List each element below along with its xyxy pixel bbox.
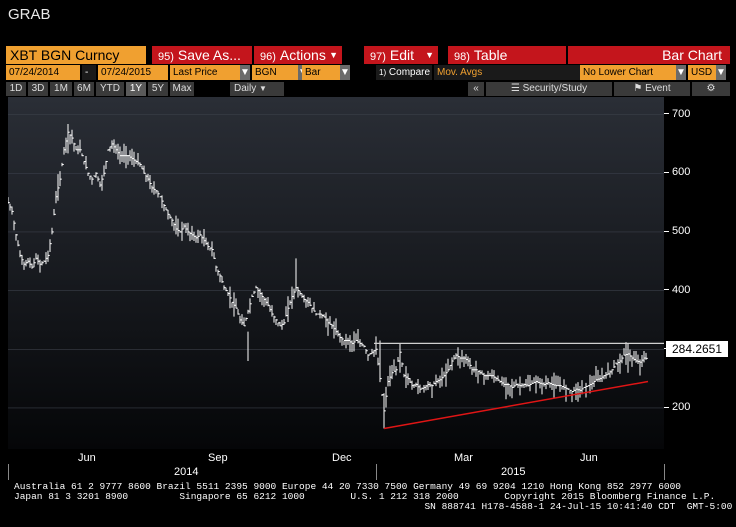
security-study-label: Security/Study	[522, 83, 588, 94]
last-price-label: 284.2651	[666, 341, 728, 357]
period-tab-1d[interactable]: 1D	[6, 82, 26, 96]
compare-value[interactable]: Mov. Avgs	[434, 65, 580, 80]
field-select[interactable]: Last Price	[170, 65, 240, 80]
period-tab-ytd[interactable]: YTD	[96, 82, 124, 96]
grid-bands	[8, 114, 664, 409]
save-as-num: 95)	[158, 51, 174, 63]
chart-background	[8, 97, 664, 449]
compare-text: Compare	[388, 67, 431, 78]
frequency-select[interactable]: Daily ▼	[230, 82, 284, 96]
currency-dropdown-icon[interactable]: ▼	[716, 65, 726, 80]
table-num: 98)	[454, 51, 470, 63]
actions-button[interactable]: 96) Actions ▼	[254, 46, 342, 64]
lower-chart-dropdown-icon[interactable]: ▼	[676, 65, 686, 80]
price-tick-label: 500	[672, 224, 691, 237]
chart-type-button[interactable]: Bar Chart	[568, 46, 730, 64]
month-label: Mar	[454, 452, 473, 464]
edit-num: 97)	[370, 51, 386, 63]
month-label: Dec	[332, 452, 352, 464]
price-tick-200: 200	[664, 401, 690, 413]
price-tick-mark	[664, 171, 669, 173]
price-tick-mark	[664, 113, 669, 115]
main-toolbar: XBT BGN Curncy 95) Save As... 96) Actions …	[6, 46, 730, 64]
price-bars	[8, 123, 648, 429]
period-toolbar: 1D 3D 1M 6M YTD 1Y 5Y Max Daily ▼ « ☰ Security/…	[6, 82, 730, 96]
frequency-label: Daily	[234, 83, 257, 94]
edit-label: Edit	[389, 47, 415, 63]
save-as-label: Save As...	[177, 47, 241, 63]
period-tab-1m[interactable]: 1M	[50, 82, 72, 96]
compare-label[interactable]: 1) Compare	[376, 65, 432, 80]
price-tick-600: 600	[664, 166, 690, 178]
window-title: GRAB	[8, 6, 51, 23]
source-select[interactable]: BGN	[252, 65, 298, 80]
footer-line-2: Japan 81 3 3201 8900 Singapore 65 6212 1…	[14, 491, 716, 502]
period-tab-max[interactable]: Max	[170, 82, 194, 96]
year-label: 2015	[501, 466, 526, 478]
support-trendline	[383, 380, 649, 430]
ticker-field[interactable]: XBT BGN Curncy	[6, 46, 146, 64]
save-as-button[interactable]: 95) Save As...	[152, 46, 252, 64]
currency-select[interactable]: USD	[688, 65, 716, 80]
style-dropdown-icon[interactable]: ▼	[340, 65, 350, 80]
time-axis: Jun Sep Dec Mar Jun 2014 2015	[8, 450, 665, 482]
footer-line-1: Australia 61 2 9777 8600 Brazil 5511 239…	[14, 481, 682, 492]
params-toolbar: 07/24/2014 - 07/24/2015 Last Price ▼ BGN…	[6, 65, 730, 80]
price-tick-500: 500	[664, 225, 690, 237]
price-chart[interactable]	[8, 97, 664, 449]
2014-left	[8, 464, 9, 480]
field-dropdown-icon[interactable]: ▼	[240, 65, 250, 80]
edit-button[interactable]: 97) Edit ▼	[364, 46, 438, 64]
price-tick-label: 700	[672, 107, 691, 120]
footer-line-3: SN 888741 H178-4588-1 24-Jul-15 10:41:40…	[14, 501, 733, 512]
date-separator: -	[82, 65, 96, 80]
start-date-field[interactable]: 07/24/2014	[6, 65, 80, 80]
edit-dropdown-icon: ▼	[425, 50, 434, 60]
frequency-dropdown-icon: ▼	[259, 84, 267, 93]
end-date-field[interactable]: 07/24/2015	[98, 65, 168, 80]
price-tick-mark	[664, 289, 669, 291]
table-label: Table	[473, 47, 508, 63]
security-study-icon: ☰	[510, 83, 520, 94]
lower-chart-select[interactable]: No Lower Chart	[580, 65, 676, 80]
year-label: 2014	[174, 466, 199, 478]
event-button[interactable]: ⚑ Event	[614, 82, 690, 96]
year-divider	[376, 464, 377, 480]
month-label: Sep	[208, 452, 228, 464]
price-tick-700: 700	[664, 108, 690, 120]
month-label: Jun	[78, 452, 96, 464]
table-button[interactable]: 98) Table	[448, 46, 566, 64]
flag-icon: ⚑	[633, 83, 643, 94]
price-tick-mark	[664, 230, 669, 232]
security-study-button[interactable]: ☰ Security/Study	[486, 82, 612, 96]
actions-num: 96)	[260, 51, 276, 63]
period-tab-5y[interactable]: 5Y	[148, 82, 168, 96]
actions-label: Actions	[279, 47, 326, 63]
2015-right	[664, 464, 665, 480]
month-label: Jun	[580, 452, 598, 464]
price-tick-400: 400	[664, 284, 690, 296]
price-tick-mark	[664, 406, 669, 408]
settings-gear-icon[interactable]: ⚙	[692, 82, 730, 96]
style-select[interactable]: Bar	[302, 65, 340, 80]
compare-num: 1)	[379, 68, 387, 77]
price-tick-label: 600	[672, 166, 691, 179]
footer: Australia 61 2 9777 8600 Brazil 5511 239…	[14, 481, 733, 512]
period-tab-3d[interactable]: 3D	[28, 82, 48, 96]
price-tick-label: 200	[672, 400, 691, 413]
event-label: Event	[645, 83, 671, 94]
price-axis: 200300400500600700 284.2651	[664, 97, 736, 449]
period-tab-6m[interactable]: 6M	[74, 82, 94, 96]
collapse-icon[interactable]: «	[468, 82, 484, 96]
actions-dropdown-icon: ▼	[329, 50, 338, 60]
period-tab-1y[interactable]: 1Y	[126, 82, 146, 96]
price-tick-label: 400	[672, 283, 691, 296]
